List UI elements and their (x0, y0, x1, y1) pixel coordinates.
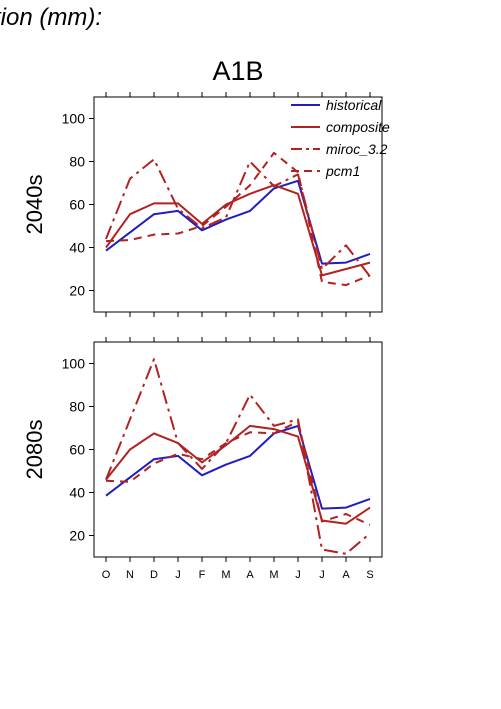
x-tick-label: A (246, 569, 254, 581)
series-line-pcm1 (105, 151, 371, 287)
x-tick-label: D (150, 569, 158, 581)
legend-label-pcm1: pcm1 (325, 163, 360, 179)
series-line-miroc-3-2 (105, 158, 371, 278)
legend-label-historical: historical (326, 97, 382, 113)
series-line-pcm1 (105, 420, 371, 526)
legend-label-composite: composite (326, 119, 390, 135)
series-line-composite (105, 184, 371, 277)
y-tick-label: 20 (69, 283, 85, 299)
plot-frame (93, 341, 383, 558)
x-tick-label: S (366, 569, 373, 581)
y-tick-label: 80 (69, 154, 85, 170)
y-tick-label: 100 (62, 111, 86, 127)
y-tick-label: 40 (69, 485, 85, 501)
series-line-historical (105, 424, 371, 510)
x-tick-label: F (199, 569, 206, 581)
x-tick-label: J (319, 569, 325, 581)
page-title: tion (mm): (0, 4, 102, 31)
x-tick-label: M (269, 569, 278, 581)
y-tick-label: 20 (69, 528, 85, 544)
series-line-composite (105, 424, 371, 525)
series-line-historical (105, 179, 371, 265)
y-tick-label: 40 (69, 240, 85, 256)
x-tick-label: J (175, 569, 181, 581)
series-line-miroc-3-2 (105, 358, 371, 555)
y-tick-label: 60 (69, 197, 85, 213)
y-tick-label: 80 (69, 399, 85, 415)
x-tick-label: M (221, 569, 230, 581)
scenario-title: A1B (212, 56, 264, 86)
y-tick-label: 100 (62, 356, 86, 372)
x-tick-label: O (102, 569, 111, 581)
x-tick-label: J (295, 569, 301, 581)
x-tick-label: N (126, 569, 134, 581)
panel-label: 2080s (22, 420, 47, 480)
panel-label: 2040s (22, 175, 47, 235)
legend-label-miroc-3-2: miroc_3.2 (326, 141, 388, 157)
y-tick-label: 60 (69, 442, 85, 458)
x-tick-label: A (342, 569, 350, 581)
